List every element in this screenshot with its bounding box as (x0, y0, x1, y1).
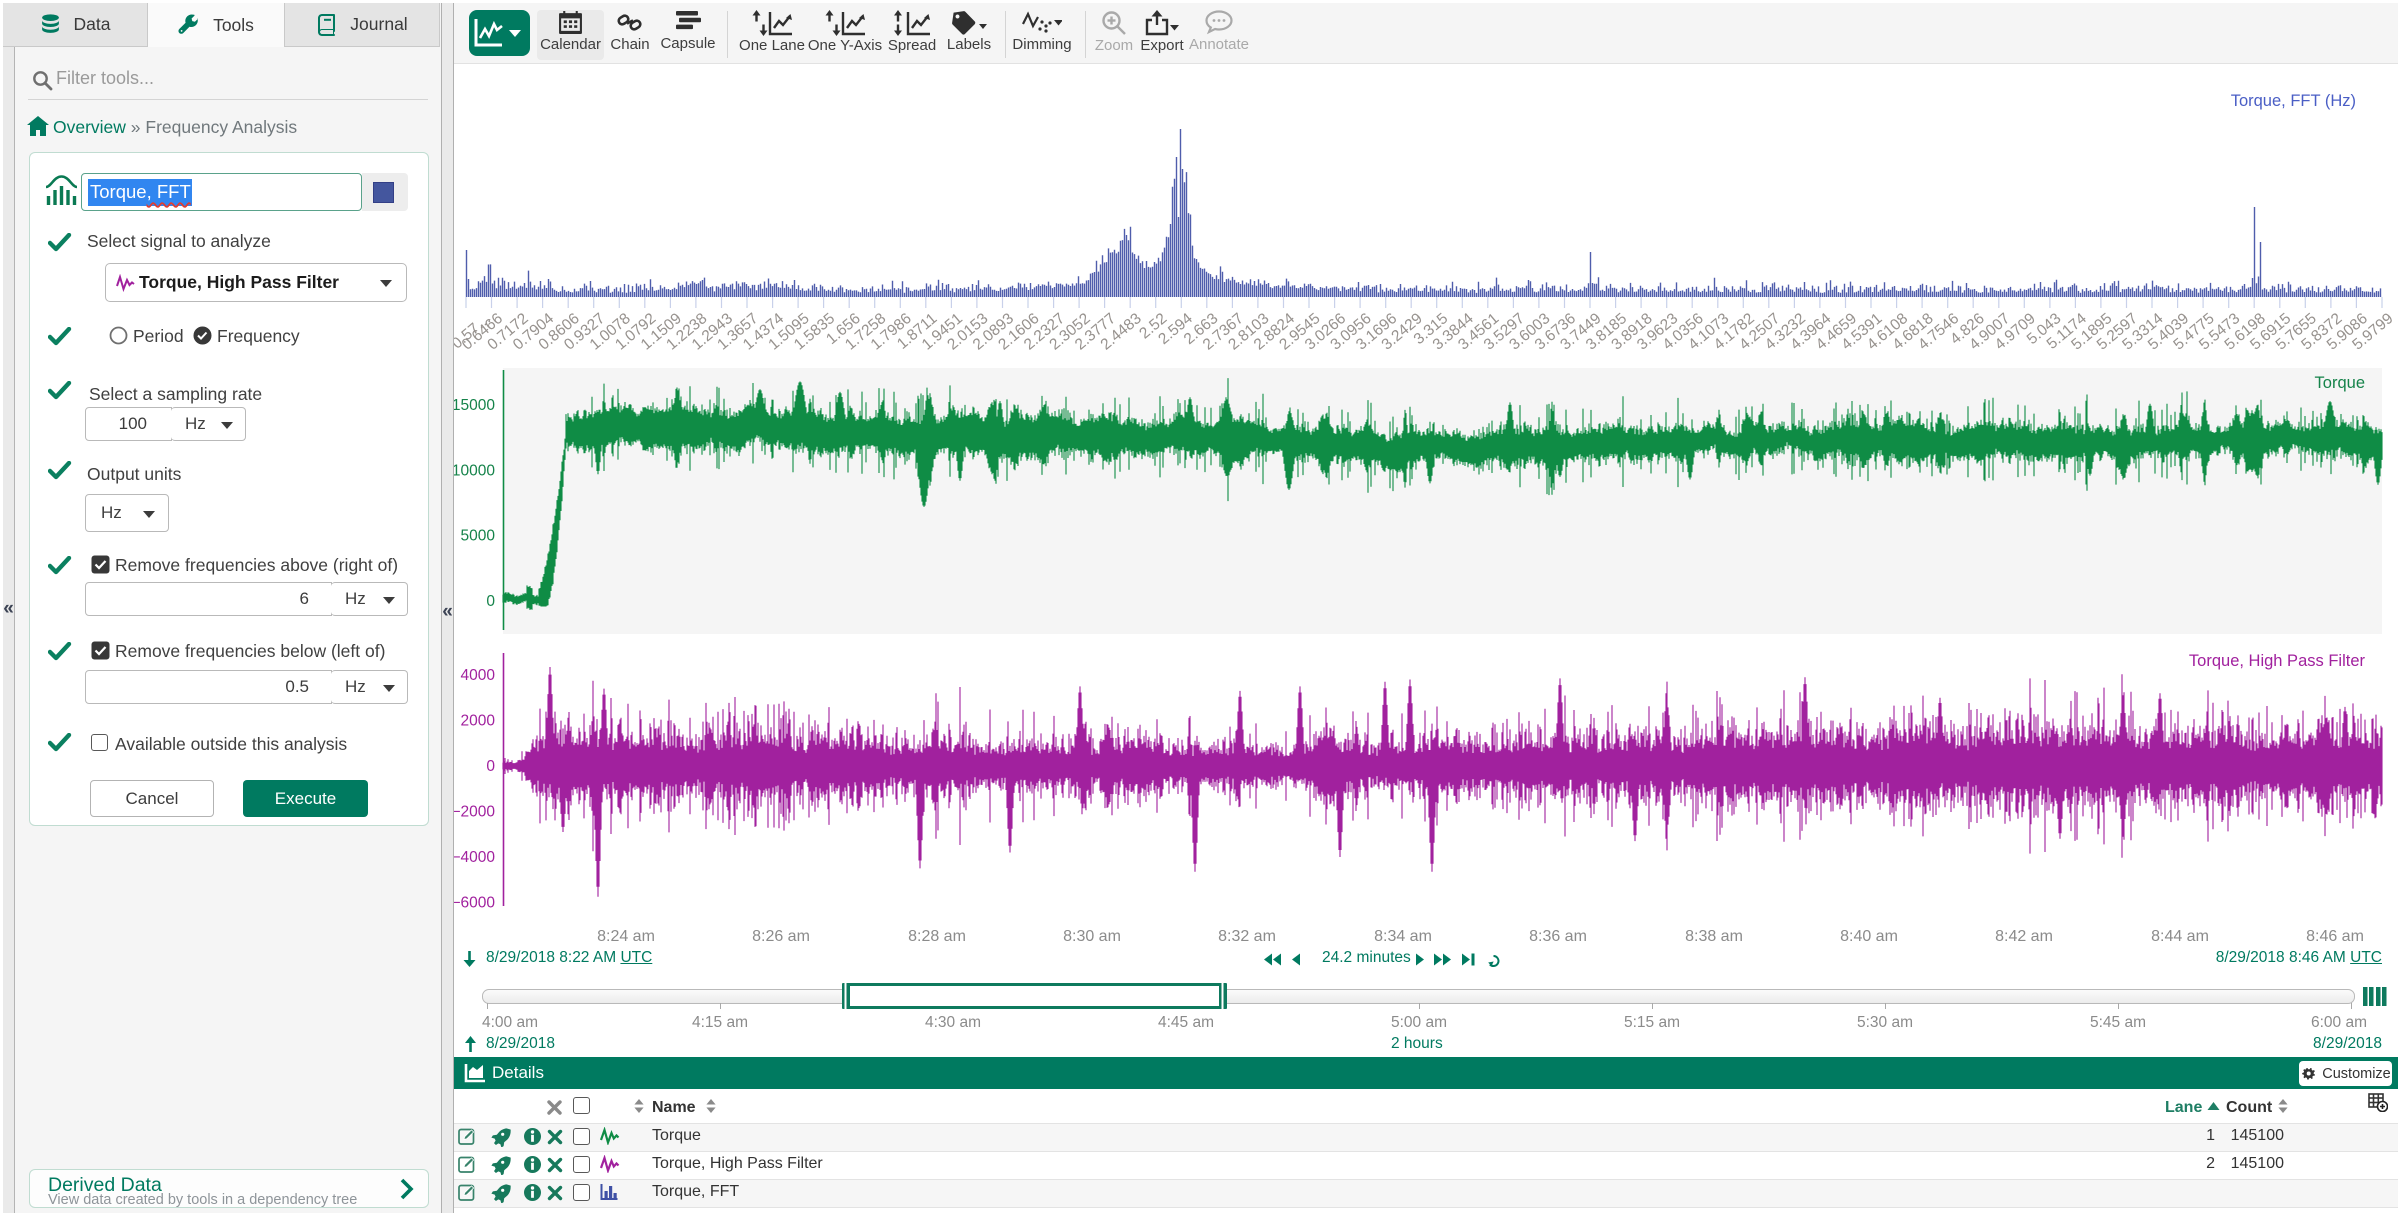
svg-text:8:36 am: 8:36 am (1529, 928, 1587, 945)
svg-text:Torque: Torque (2315, 374, 2365, 392)
svg-text:5000: 5000 (461, 528, 496, 545)
svg-text:0: 0 (486, 593, 495, 610)
svg-text:2000: 2000 (461, 713, 496, 730)
svg-text:8:40 am: 8:40 am (1840, 928, 1898, 945)
svg-text:8:26 am: 8:26 am (752, 928, 810, 945)
svg-text:8:34 am: 8:34 am (1374, 928, 1432, 945)
svg-text:−4000: −4000 (454, 849, 495, 866)
svg-text:15000: 15000 (454, 397, 495, 414)
svg-text:8:30 am: 8:30 am (1063, 928, 1121, 945)
svg-text:0: 0 (486, 758, 495, 775)
svg-text:8:44 am: 8:44 am (2151, 928, 2209, 945)
svg-text:−6000: −6000 (454, 895, 495, 912)
svg-text:Torque, High Pass Filter: Torque, High Pass Filter (2189, 652, 2366, 670)
svg-text:8:24 am: 8:24 am (597, 928, 655, 945)
svg-text:8:46 am: 8:46 am (2306, 928, 2364, 945)
svg-text:10000: 10000 (454, 462, 495, 479)
svg-text:4000: 4000 (461, 667, 496, 684)
svg-text:−2000: −2000 (454, 804, 495, 821)
svg-text:8:38 am: 8:38 am (1685, 928, 1743, 945)
svg-text:8:42 am: 8:42 am (1995, 928, 2053, 945)
svg-text:Torque, FFT (Hz): Torque, FFT (Hz) (2231, 92, 2356, 110)
svg-text:8:32 am: 8:32 am (1218, 928, 1276, 945)
svg-text:8:28 am: 8:28 am (908, 928, 966, 945)
